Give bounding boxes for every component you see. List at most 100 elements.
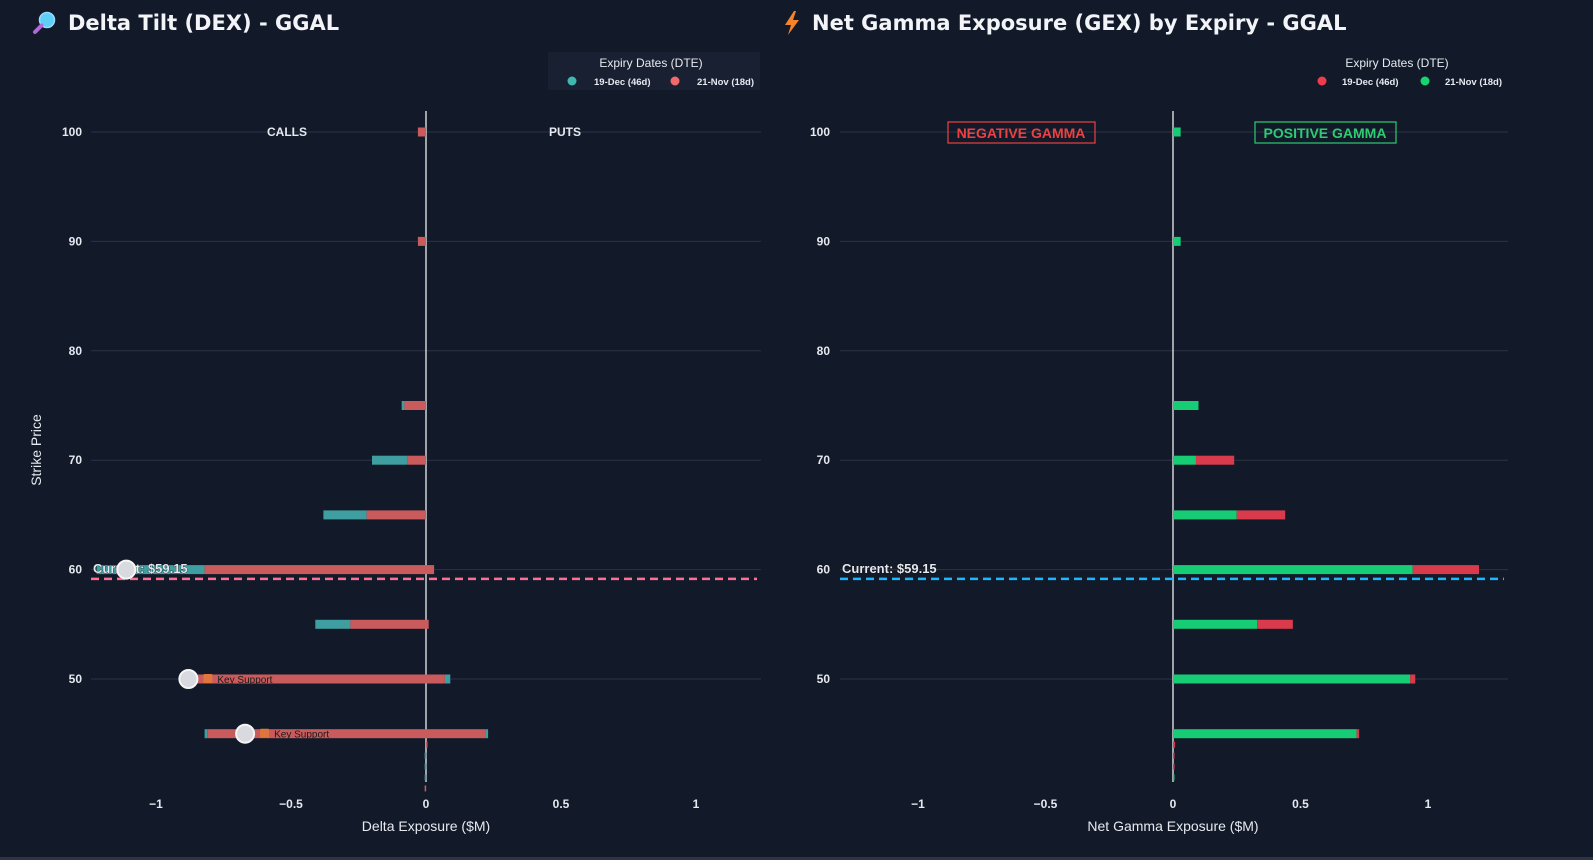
gex-bar-45-21-nov-18d-0[interactable] bbox=[1173, 729, 1357, 739]
dex-bar-50-21-nov-18d-0[interactable] bbox=[191, 674, 445, 684]
gex-x-tick-zero: 0 bbox=[1170, 797, 1177, 811]
dex-bar-60-21-nov-18d-1[interactable] bbox=[204, 565, 435, 575]
puts-label: PUTS bbox=[549, 125, 581, 139]
gex-chart[interactable]: 50 60 70 80 90 100 −1 −0.5 0 0.5 1 Net Gamma Exposu… bbox=[790, 0, 1593, 860]
gex-bar-70-19-dec-46d-1[interactable] bbox=[1195, 455, 1235, 465]
gex-title: Net Gamma Exposure (GEX) by Expiry - GGA… bbox=[782, 8, 1346, 38]
dex-bar-90-21-nov-18d-0[interactable] bbox=[417, 236, 426, 246]
dex-x-tick-v1: −0.5 bbox=[279, 797, 303, 811]
gex-bar-65-21-nov-18d-0[interactable] bbox=[1173, 510, 1237, 520]
gex-legend-title: Expiry Dates (DTE) bbox=[1345, 56, 1448, 70]
gex-legend-label-21-nov-18d: 21-Nov (18d) bbox=[1445, 77, 1502, 88]
gex-bar-90-21-nov-18d-0[interactable] bbox=[1173, 236, 1181, 246]
dex-marker-1[interactable] bbox=[178, 669, 199, 689]
lightning-icon bbox=[785, 11, 799, 35]
dex-bar-100-21-nov-18d-0[interactable] bbox=[417, 127, 426, 137]
gex-y-tick-50: 50 bbox=[817, 672, 831, 686]
dex-y-tick-50: 50 bbox=[69, 672, 83, 686]
dex-legend-swatch-21-nov-18d bbox=[670, 76, 680, 86]
positive-gamma-box bbox=[1254, 121, 1397, 144]
dex-x-tick-v0: −1 bbox=[149, 797, 163, 811]
gex-y-tick-70: 70 bbox=[817, 453, 831, 467]
gex-bar-60-19-dec-46d-1[interactable] bbox=[1412, 565, 1479, 575]
gex-bar-41-21-nov-18d-0[interactable] bbox=[1173, 774, 1175, 781]
dex-marker-2[interactable] bbox=[235, 723, 256, 744]
key-support-icon bbox=[203, 674, 213, 683]
gex-bar-45-19-dec-46d-1[interactable] bbox=[1356, 729, 1360, 739]
dex-bar-45-21-nov-18d-1[interactable] bbox=[207, 729, 486, 739]
dex-legend-bg bbox=[548, 52, 760, 90]
dex-title-text: Delta Tilt (DEX) - GGAL bbox=[68, 11, 340, 35]
gex-bar-44-19-dec-46d-0[interactable] bbox=[1173, 741, 1176, 748]
dex-bar-44-21-nov-18d-0[interactable] bbox=[426, 741, 428, 748]
gex-y-tick-60: 60 bbox=[817, 563, 831, 577]
gex-legend-swatch-21-nov-18d bbox=[1420, 76, 1430, 86]
dex-x-axis-label: Delta Exposure ($M) bbox=[362, 818, 490, 834]
dex-legend-label-21-nov-18d: 21-Nov (18d) bbox=[697, 77, 754, 88]
dex-marker-label-2: Key Support bbox=[274, 730, 329, 741]
dex-legend-swatch-19-dec-46d bbox=[567, 76, 577, 86]
gex-y-tick-100: 100 bbox=[810, 125, 830, 139]
key-support-icon bbox=[260, 728, 270, 738]
gex-x-tick-v1: −0.5 bbox=[1034, 797, 1058, 811]
gex-current-price-label: Current: $59.15 bbox=[842, 561, 937, 576]
gamma-zone-labels: NEGATIVE GAMMA POSITIVE GAMMA bbox=[947, 121, 1397, 144]
dex-bar-50-19-dec-46d-1[interactable] bbox=[444, 674, 451, 684]
dex-bar-55-21-nov-18d-1[interactable] bbox=[350, 619, 429, 629]
dex-bar-45-19-dec-46d-2[interactable] bbox=[485, 729, 489, 739]
gex-x-tick-v0: −1 bbox=[911, 797, 925, 811]
gex-legend-swatch-19-dec-46d bbox=[1317, 76, 1327, 86]
dex-x-tick-v4: 1 bbox=[693, 797, 700, 811]
dex-legend-label-19-dec-46d: 19-Dec (46d) bbox=[594, 77, 651, 88]
dex-bar-70-19-dec-46d-0[interactable] bbox=[372, 455, 408, 465]
dex-panel: Delta Tilt (DEX) - GGAL 50 60 70 80 90 100 −1 −… bbox=[0, 0, 790, 860]
gex-bar-43-19-dec-46d-0[interactable] bbox=[1173, 752, 1175, 759]
gex-bar-50-21-nov-18d-0[interactable] bbox=[1173, 674, 1411, 684]
dex-x-tick-v3: 0.5 bbox=[553, 797, 570, 811]
magnifier-icon bbox=[33, 11, 56, 34]
dex-bar-60-19-dec-46d-0[interactable] bbox=[96, 565, 205, 575]
dex-bar-75-21-nov-18d-1[interactable] bbox=[404, 401, 426, 410]
dex-y-tick-100: 100 bbox=[62, 125, 82, 139]
gex-bar-60-21-nov-18d-0[interactable] bbox=[1173, 565, 1413, 575]
dex-bar-70-21-nov-18d-1[interactable] bbox=[407, 455, 426, 465]
dex-marker-0[interactable] bbox=[116, 559, 137, 580]
dex-bar-43-19-dec-46d-0[interactable] bbox=[424, 752, 427, 759]
dex-marker-label-1: Key Support bbox=[217, 675, 272, 686]
negative-gamma-label: NEGATIVE GAMMA bbox=[957, 125, 1086, 141]
gex-title-text: Net Gamma Exposure (GEX) by Expiry - GGA… bbox=[812, 11, 1347, 35]
dex-bar-65-19-dec-46d-0[interactable] bbox=[323, 510, 367, 520]
dex-bar-55-19-dec-46d-0[interactable] bbox=[315, 619, 351, 629]
gex-bar-75-21-nov-18d-0[interactable] bbox=[1173, 401, 1199, 410]
dex-chart[interactable]: 50 60 70 80 90 100 −1 −0.5 0 0.5 1 Delta Exposure (… bbox=[0, 0, 790, 860]
dex-y-tick-70: 70 bbox=[69, 453, 83, 467]
dex-bar-41-19-dec-46d-0[interactable] bbox=[424, 774, 427, 781]
dex-y-tick-80: 80 bbox=[69, 344, 83, 358]
gex-bar-55-21-nov-18d-0[interactable] bbox=[1173, 619, 1258, 629]
dex-y-tick-90: 90 bbox=[69, 234, 83, 248]
dex-bar-65-21-nov-18d-1[interactable] bbox=[366, 510, 426, 520]
gex-panel: Net Gamma Exposure (GEX) by Expiry - GGA… bbox=[785, 0, 1593, 860]
dex-bars bbox=[96, 127, 489, 792]
dex-bar-45-19-dec-46d-0[interactable] bbox=[204, 729, 208, 739]
gex-bar-65-19-dec-46d-1[interactable] bbox=[1236, 510, 1286, 520]
dex-y-axis-label: Strike Price bbox=[28, 414, 44, 486]
dex-bar-42-19-dec-46d-0[interactable] bbox=[424, 763, 427, 770]
gex-x-tick-v3: 0.5 bbox=[1292, 797, 1309, 811]
positive-gamma-label: POSITIVE GAMMA bbox=[1264, 125, 1387, 141]
calls-label: CALLS bbox=[267, 125, 307, 139]
gex-bar-55-19-dec-46d-1[interactable] bbox=[1257, 619, 1293, 629]
gex-legend[interactable]: Expiry Dates (DTE) 19-Dec (46d) 21-Nov (18… bbox=[1317, 56, 1503, 88]
gex-bar-42-19-dec-46d-0[interactable] bbox=[1173, 763, 1175, 770]
bottom-divider bbox=[0, 857, 1593, 860]
gex-bar-50-19-dec-46d-1[interactable] bbox=[1410, 674, 1416, 684]
gex-x-axis-label: Net Gamma Exposure ($M) bbox=[1087, 818, 1258, 834]
dex-bar-75-19-dec-46d-0[interactable] bbox=[401, 401, 405, 410]
gex-bar-100-21-nov-18d-0[interactable] bbox=[1173, 127, 1181, 137]
dex-bar-40-21-nov-18d-0[interactable] bbox=[424, 785, 427, 792]
dex-legend[interactable]: Expiry Dates (DTE) 19-Dec (46d) 21-Nov (18… bbox=[548, 52, 760, 90]
gex-y-tick-90: 90 bbox=[817, 234, 831, 248]
gex-bar-70-21-nov-18d-0[interactable] bbox=[1173, 455, 1196, 465]
gex-bars bbox=[1173, 127, 1479, 781]
gex-y-tick-80: 80 bbox=[817, 344, 831, 358]
